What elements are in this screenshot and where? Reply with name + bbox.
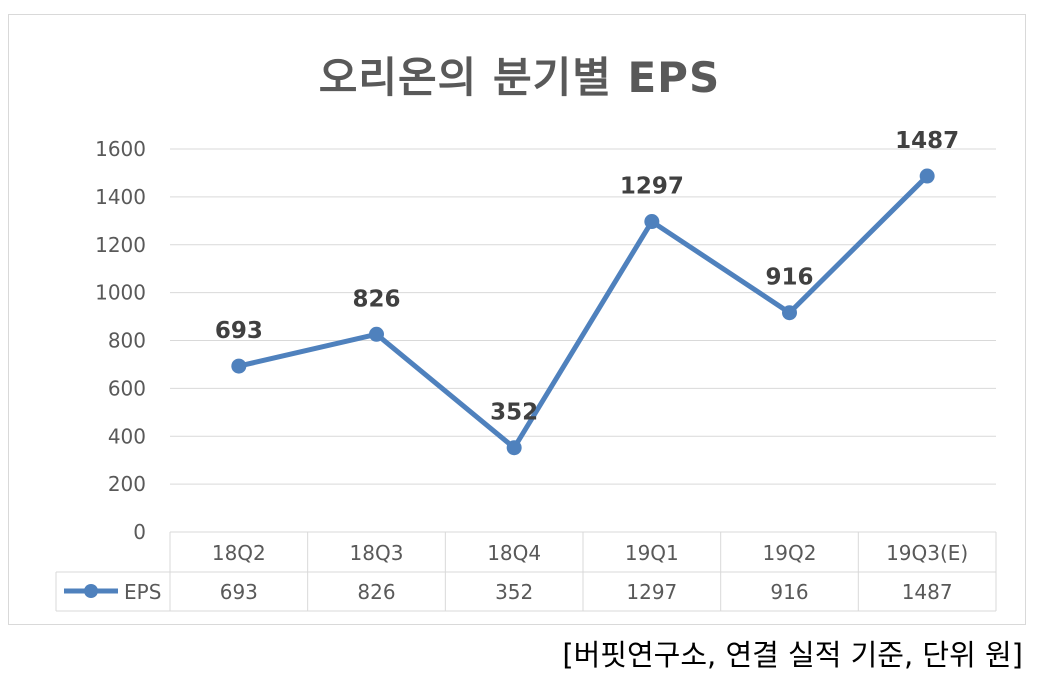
y-tick-label: 1400 (95, 185, 146, 209)
table-value-cell: 916 (770, 580, 808, 604)
category-label: 18Q2 (212, 541, 266, 565)
y-tick-label: 400 (108, 424, 146, 448)
category-label: 19Q3(E) (886, 541, 968, 565)
y-tick-label: 600 (108, 376, 146, 400)
data-label: 352 (490, 400, 538, 426)
data-label: 693 (215, 318, 263, 344)
data-point (506, 440, 522, 456)
y-tick-label: 1600 (95, 137, 146, 161)
table-value-cell: 1297 (626, 580, 677, 604)
table-value-cell: 352 (495, 580, 533, 604)
y-tick-label: 800 (108, 329, 146, 353)
category-label: 18Q3 (350, 541, 404, 565)
data-label: 1487 (895, 128, 959, 154)
y-tick-label: 0 (133, 520, 146, 544)
data-point (919, 168, 935, 184)
source-note: [버핏연구소, 연결 실적 기준, 단위 원] (562, 638, 1023, 672)
legend-marker-icon (84, 584, 98, 598)
chart-title: 오리온의 분기별 EPS (318, 53, 721, 102)
data-point (782, 305, 797, 321)
table-value-cell: 1487 (902, 580, 953, 604)
data-point (369, 326, 384, 342)
data-point (231, 358, 247, 374)
category-label: 19Q2 (763, 541, 817, 565)
category-label: 18Q4 (487, 541, 541, 565)
data-label: 1297 (620, 174, 684, 200)
chart-frame (8, 14, 1026, 625)
series-line-eps (236, 173, 930, 451)
data-label: 916 (765, 265, 813, 291)
legend-series-name: EPS (124, 580, 161, 604)
table-value-cell: 826 (357, 580, 395, 604)
data-label: 826 (352, 286, 400, 312)
table-value-cell: 693 (220, 580, 258, 604)
category-label: 19Q1 (625, 541, 679, 565)
y-tick-label: 200 (108, 472, 146, 496)
y-tick-label: 1000 (95, 281, 146, 305)
y-tick-label: 1200 (95, 233, 146, 257)
data-point (644, 214, 660, 230)
